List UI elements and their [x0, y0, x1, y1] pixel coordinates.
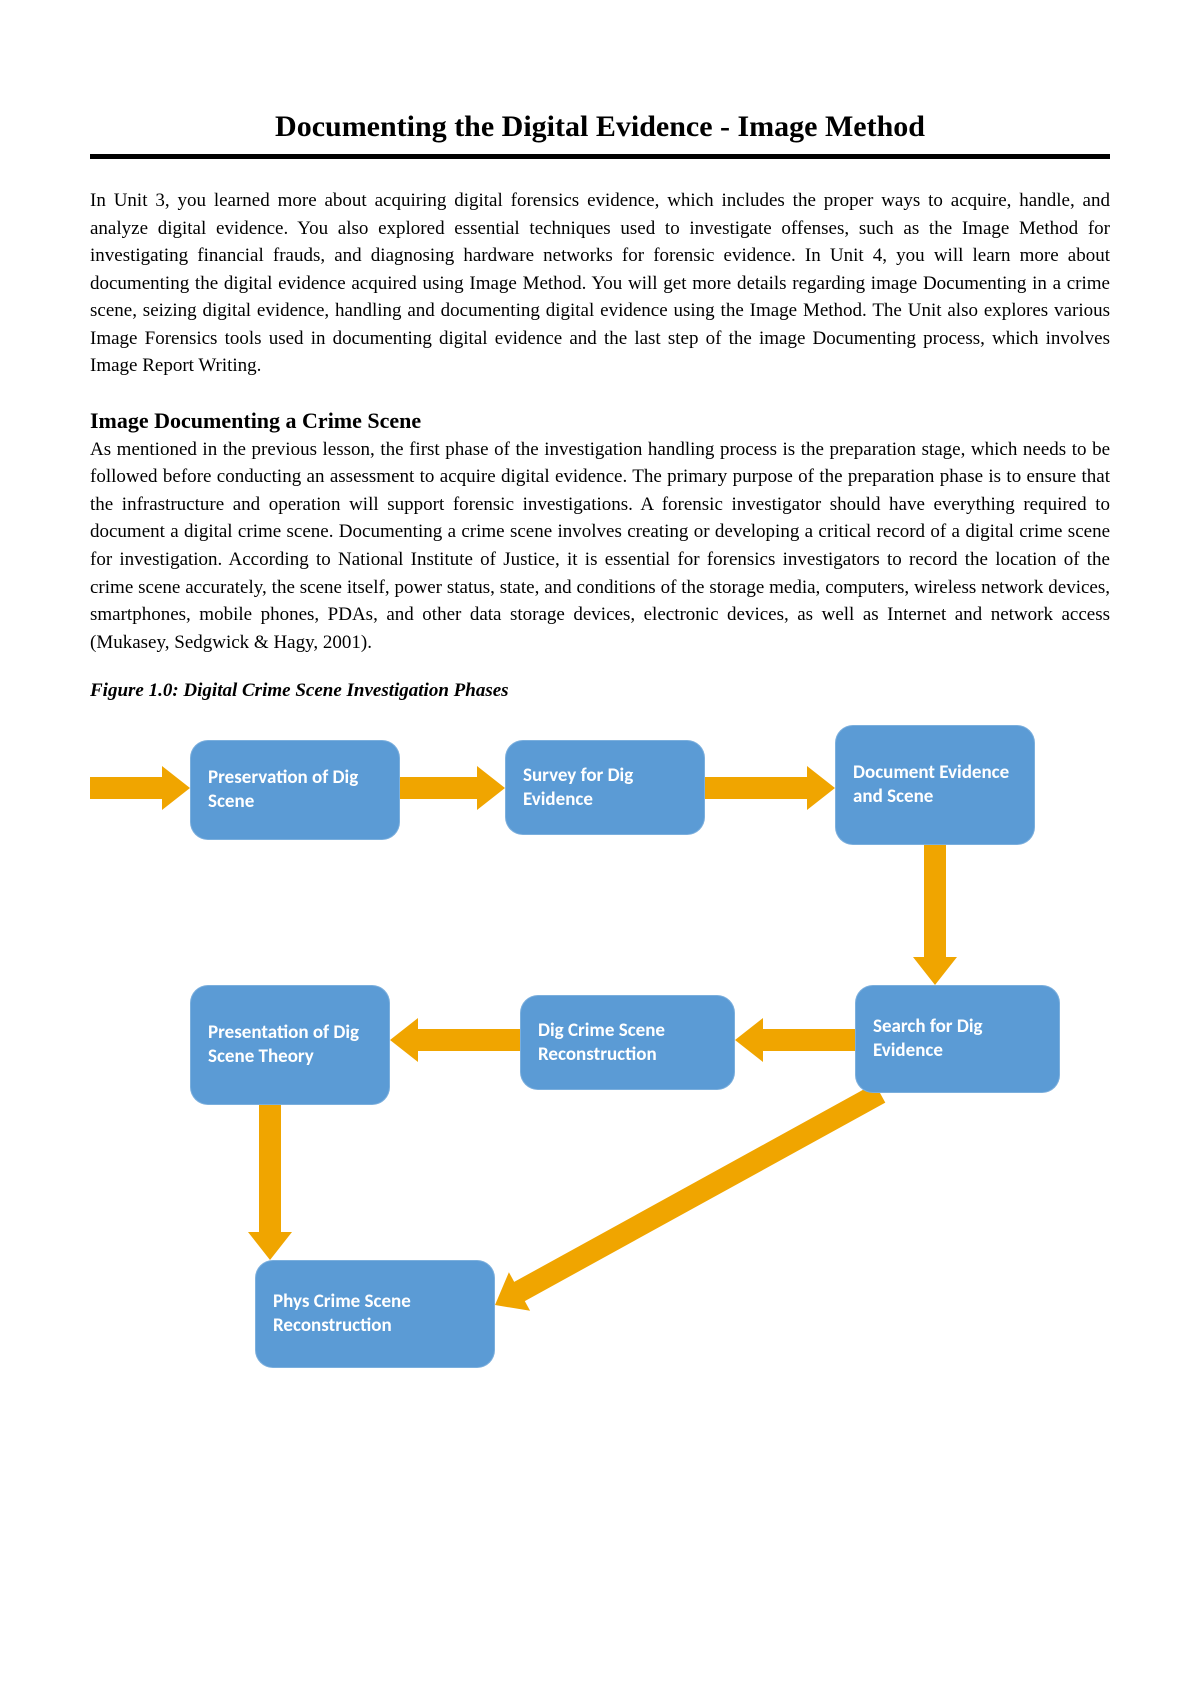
arrow: [390, 1018, 520, 1062]
document-page: Documenting the Digital Evidence - Image…: [0, 0, 1200, 1540]
arrow: [495, 1084, 885, 1311]
flowchart-node: Presentation of Dig Scene Theory: [190, 985, 390, 1105]
flowchart-node: Preservation of Dig Scene: [190, 740, 400, 840]
arrow: [735, 1018, 855, 1062]
arrow: [400, 766, 505, 810]
section-body: As mentioned in the previous lesson, the…: [90, 436, 1110, 656]
section-heading: Image Documenting a Crime Scene: [90, 408, 1110, 434]
flowchart-node: Search for Dig Evidence: [855, 985, 1060, 1093]
arrow: [248, 1105, 292, 1260]
intro-paragraph: In Unit 3, you learned more about acquir…: [90, 187, 1110, 380]
flowchart-node: Phys Crime Scene Reconstruction: [255, 1260, 495, 1368]
flowchart-node: Survey for Dig Evidence: [505, 740, 705, 835]
arrow: [705, 766, 835, 810]
figure-caption: Figure 1.0: Digital Crime Scene Investig…: [90, 680, 1110, 702]
title-rule: [90, 154, 1110, 159]
flowchart: Preservation of Dig Scene Survey for Dig …: [90, 720, 1110, 1480]
flowchart-node: Dig Crime Scene Reconstruction: [520, 995, 735, 1090]
arrow: [90, 766, 190, 810]
flowchart-node: Document Evidence and Scene: [835, 725, 1035, 845]
page-title: Documenting the Digital Evidence - Image…: [90, 110, 1110, 144]
arrow: [913, 845, 957, 985]
